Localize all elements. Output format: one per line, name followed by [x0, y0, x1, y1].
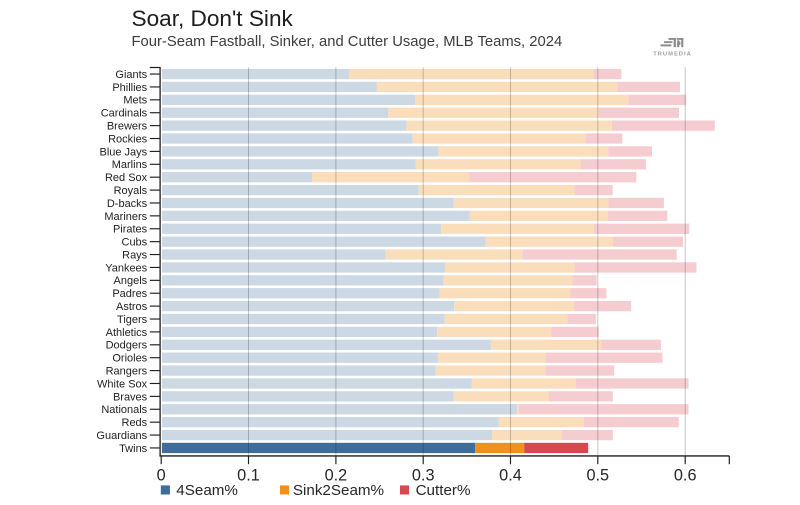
svg-text:D-backs: D-backs	[107, 198, 148, 210]
svg-text:Athletics: Athletics	[106, 327, 148, 339]
svg-text:Braves: Braves	[113, 391, 148, 403]
svg-text:Orioles: Orioles	[112, 353, 147, 365]
svg-text:Yankees: Yankees	[105, 262, 147, 274]
svg-text:0.6: 0.6	[674, 466, 697, 484]
svg-text:Red Sox: Red Sox	[105, 172, 148, 184]
svg-text:Soar, Don't Sink: Soar, Don't Sink	[132, 6, 294, 31]
svg-text:Mariners: Mariners	[104, 211, 147, 223]
svg-text:Brewers: Brewers	[107, 121, 148, 133]
svg-text:Mets: Mets	[123, 95, 147, 107]
svg-text:Angels: Angels	[114, 275, 148, 287]
svg-text:Giants: Giants	[115, 69, 147, 81]
svg-text:Four-Seam Fastball, Sinker, an: Four-Seam Fastball, Sinker, and Cutter U…	[132, 34, 563, 50]
svg-text:Marlins: Marlins	[112, 159, 148, 171]
svg-text:Sink2Seam%: Sink2Seam%	[293, 482, 384, 499]
svg-text:Rangers: Rangers	[106, 365, 148, 377]
svg-text:Guardians: Guardians	[96, 430, 147, 442]
svg-text:Padres: Padres	[112, 288, 147, 300]
svg-text:Nationals: Nationals	[101, 404, 147, 416]
svg-text:Phillies: Phillies	[112, 82, 147, 94]
svg-text:TRUMEDIA: TRUMEDIA	[653, 52, 692, 58]
svg-text:0.1: 0.1	[237, 466, 260, 484]
svg-text:0.2: 0.2	[325, 466, 348, 484]
svg-text:Pirates: Pirates	[113, 224, 148, 236]
svg-text:White Sox: White Sox	[97, 378, 148, 390]
svg-text:Dodgers: Dodgers	[106, 340, 148, 352]
svg-text:Tigers: Tigers	[117, 314, 148, 326]
svg-text:0.3: 0.3	[412, 466, 435, 484]
svg-text:0: 0	[157, 466, 166, 484]
svg-text:Reds: Reds	[122, 417, 148, 429]
svg-text:Cutter%: Cutter%	[416, 482, 471, 499]
svg-text:Cubs: Cubs	[122, 237, 148, 249]
svg-text:Cardinals: Cardinals	[101, 108, 148, 120]
svg-text:4Seam%: 4Seam%	[176, 482, 238, 499]
svg-text:Royals: Royals	[114, 185, 148, 197]
svg-text:Twins: Twins	[119, 443, 148, 455]
svg-text:0.5: 0.5	[586, 466, 609, 484]
svg-text:Blue Jays: Blue Jays	[99, 146, 147, 158]
svg-text:Astros: Astros	[116, 301, 148, 313]
svg-text:Rockies: Rockies	[108, 133, 148, 145]
svg-text:Rays: Rays	[122, 249, 148, 261]
svg-text:0.4: 0.4	[499, 466, 522, 484]
